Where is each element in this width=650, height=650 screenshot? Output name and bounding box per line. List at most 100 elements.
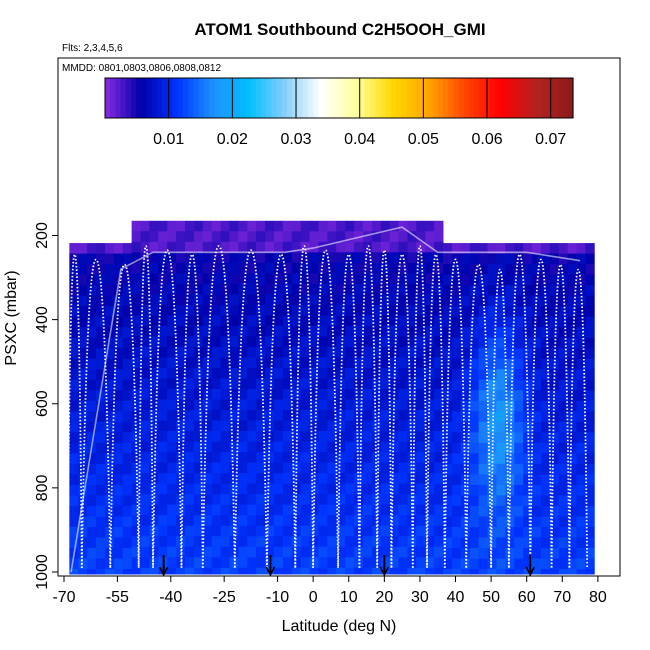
heat-cell [451, 558, 462, 570]
heat-cell [389, 231, 399, 243]
heat-cell [140, 262, 150, 274]
heat-cell [291, 567, 302, 575]
colorbar-segment [328, 78, 335, 118]
heat-cell [327, 273, 337, 285]
heat-cell [202, 336, 213, 348]
heat-cell [149, 399, 159, 411]
heat-cell [336, 494, 346, 506]
heat-cell [238, 473, 248, 485]
heat-cell [514, 274, 524, 286]
heat-cell [247, 367, 257, 379]
heat-cell [247, 231, 257, 243]
colorbar-segment [349, 78, 356, 118]
heat-cell [318, 462, 328, 474]
heat-cell [87, 358, 97, 370]
heat-cell [487, 316, 497, 328]
heat-cell [273, 294, 284, 306]
heat-cell [478, 421, 488, 433]
heat-cell [576, 505, 586, 517]
heat-cell [478, 285, 488, 297]
heat-cell [549, 264, 560, 276]
heat-cell [273, 515, 284, 527]
heat-cell [443, 432, 453, 444]
heat-cell [336, 325, 346, 337]
heat-cell [496, 421, 506, 433]
heat-cell [220, 220, 230, 232]
colorbar-segment [437, 78, 444, 118]
heat-cell [327, 525, 337, 537]
heat-cell [345, 367, 355, 379]
heat-cell [443, 453, 453, 465]
heat-cell [122, 379, 133, 391]
heat-cell [220, 546, 230, 558]
heat-cell [336, 346, 346, 358]
heat-cell [265, 515, 275, 527]
heat-cell [247, 431, 257, 442]
heat-cell [354, 346, 364, 358]
heat-cell [211, 294, 222, 306]
heat-cell [443, 337, 453, 349]
heat-cell [87, 526, 97, 538]
colorbar-segment [235, 78, 241, 118]
heat-cell [478, 337, 488, 349]
heat-cell [514, 379, 524, 391]
heat-cell [540, 400, 551, 412]
heat-cell [416, 357, 426, 369]
heat-cell [549, 306, 560, 318]
heat-cell [407, 283, 417, 295]
heat-cell [238, 399, 248, 411]
heat-cell [425, 473, 435, 485]
heat-cell [291, 231, 302, 243]
heat-cell [87, 379, 97, 391]
heat-cell [193, 567, 204, 575]
heat-cell [478, 432, 488, 444]
heat-cell [247, 220, 257, 232]
heat-cell [256, 410, 266, 421]
heat-cell [523, 463, 533, 475]
heat-cell [567, 537, 577, 549]
heat-cell [202, 357, 213, 369]
heat-cell [389, 220, 399, 232]
flight-track-segment [529, 258, 553, 568]
heat-cell [540, 243, 551, 254]
heat-cell [460, 400, 471, 412]
heat-cell [69, 348, 79, 360]
heat-cell [131, 389, 141, 400]
heat-cell [345, 536, 355, 548]
heat-cell [460, 264, 471, 276]
heat-cell [532, 348, 542, 360]
heat-cell [451, 379, 462, 391]
heat-cell [78, 243, 88, 254]
heat-cell [282, 241, 293, 253]
heat-cell [318, 483, 328, 495]
heat-cell [113, 558, 124, 570]
heat-cell [202, 410, 213, 421]
heat-cell [167, 494, 177, 506]
heat-cell [496, 327, 506, 339]
heat-cell [416, 262, 426, 274]
heat-cell [113, 369, 124, 381]
heat-cell [176, 431, 186, 442]
heat-cell [434, 357, 444, 369]
heat-cell [345, 483, 355, 495]
heat-cell [211, 315, 222, 327]
heat-cell [336, 231, 346, 243]
heat-cell [345, 452, 355, 464]
heat-cell [487, 369, 497, 381]
heat-cell [291, 220, 302, 232]
heat-cell [460, 337, 471, 349]
heat-cell [113, 348, 124, 360]
heat-cell [514, 558, 524, 570]
heat-cell [78, 432, 88, 444]
x-tick-label: -25 [213, 589, 236, 606]
heat-cell [247, 241, 257, 253]
heat-cell [256, 504, 266, 516]
heat-cell [87, 516, 97, 528]
heat-cell [291, 420, 302, 432]
heat-cell [416, 567, 426, 575]
heat-cell [425, 483, 435, 495]
heat-cell [389, 410, 399, 421]
heat-cell [478, 505, 488, 517]
heat-cell [131, 304, 141, 316]
colorbar-segment [313, 78, 319, 118]
